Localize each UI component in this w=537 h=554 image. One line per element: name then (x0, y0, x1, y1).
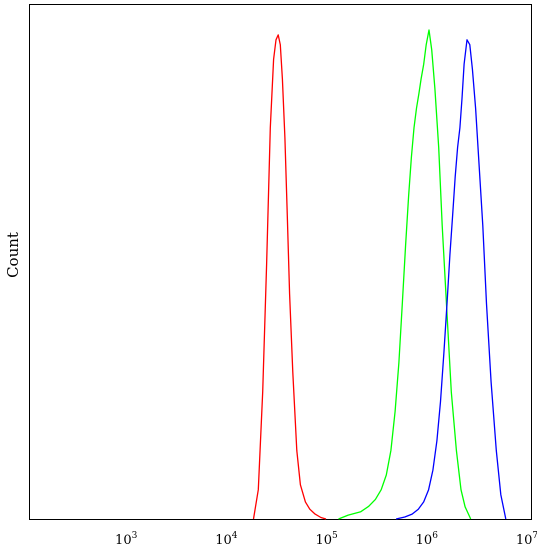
x-tick-label: 103 (115, 531, 138, 548)
x-tick-label: 105 (315, 531, 338, 548)
x-tick-label: 106 (416, 531, 439, 548)
histogram-series-1 (252, 34, 327, 520)
histogram-series-3 (395, 39, 507, 520)
plot-frame (29, 4, 532, 520)
x-tick-labels: 103 104 105 106 107 (115, 531, 537, 548)
series-layer (252, 29, 507, 520)
x-tick-label: 104 (215, 531, 238, 548)
y-axis-label: Count (4, 232, 22, 278)
x-tick-label: 107 (516, 531, 537, 548)
histogram-series-2 (338, 29, 472, 520)
